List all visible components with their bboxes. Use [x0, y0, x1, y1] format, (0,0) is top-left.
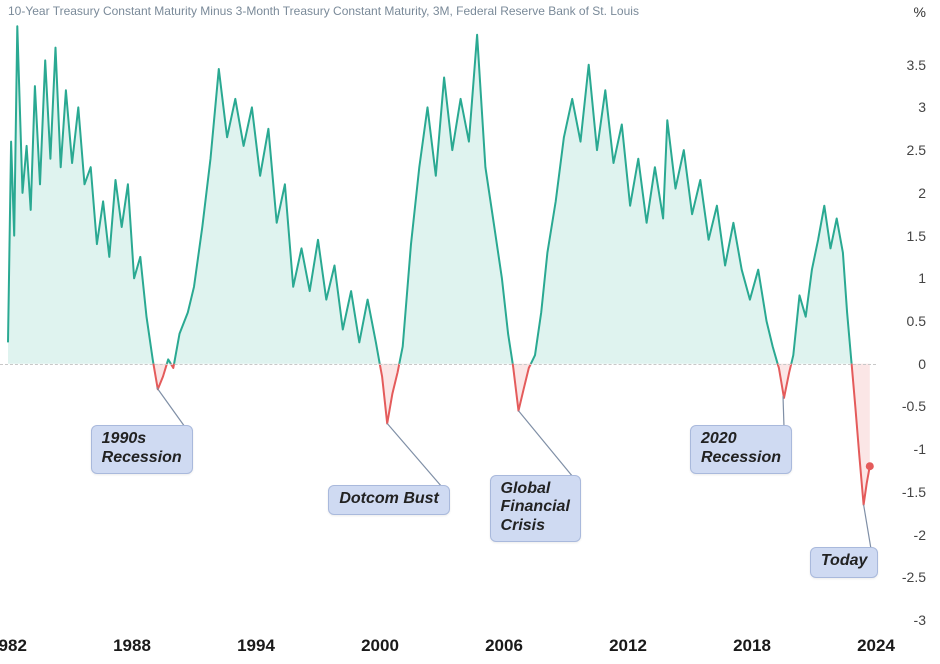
- plot-svg: [0, 0, 940, 664]
- callout-pointer-recession-2020: [783, 396, 784, 427]
- y-tick-label: 2: [918, 185, 926, 201]
- x-tick-label: 2018: [733, 636, 771, 656]
- callout-recession-1990s: 1990s Recession: [91, 425, 193, 474]
- yield-curve-chart: 10-Year Treasury Constant Maturity Minus…: [0, 0, 940, 664]
- y-tick-label: -3: [914, 612, 926, 628]
- callout-pointer-today: [864, 505, 871, 549]
- y-tick-label: 3.5: [907, 57, 926, 73]
- callout-pointer-recession-1990s: [157, 388, 185, 427]
- area-positive: [531, 65, 778, 364]
- y-tick-label: -2.5: [902, 569, 926, 585]
- x-tick-label: 2006: [485, 636, 523, 656]
- callout-gfc: Global Financial Crisis: [490, 475, 581, 542]
- y-tick-label: 3: [918, 99, 926, 115]
- y-tick-label: -1: [914, 441, 926, 457]
- callout-pointer-gfc: [518, 411, 573, 477]
- x-tick-label: 2000: [361, 636, 399, 656]
- y-tick-label: 1.5: [907, 228, 926, 244]
- callout-pointer-dotcom-bust: [387, 424, 442, 487]
- y-tick-label: -0.5: [902, 398, 926, 414]
- y-tick-label: -1.5: [902, 484, 926, 500]
- y-tick-label: 1: [918, 270, 926, 286]
- y-tick-label: 0: [918, 356, 926, 372]
- x-tick-label: 1994: [237, 636, 275, 656]
- x-tick-label: 2024: [857, 636, 895, 656]
- y-tick-label: 0.5: [907, 313, 926, 329]
- end-marker: [866, 462, 874, 470]
- y-tick-label: 2.5: [907, 142, 926, 158]
- callout-dotcom-bust: Dotcom Bust: [328, 485, 450, 515]
- area-positive: [791, 206, 851, 364]
- x-tick-label: 2012: [609, 636, 647, 656]
- callout-recession-2020: 2020 Recession: [690, 425, 792, 474]
- x-tick-label: 1988: [113, 636, 151, 656]
- y-tick-label: -2: [914, 527, 926, 543]
- zero-line: [0, 364, 876, 365]
- x-tick-label: 1982: [0, 636, 27, 656]
- callout-today: Today: [810, 547, 879, 577]
